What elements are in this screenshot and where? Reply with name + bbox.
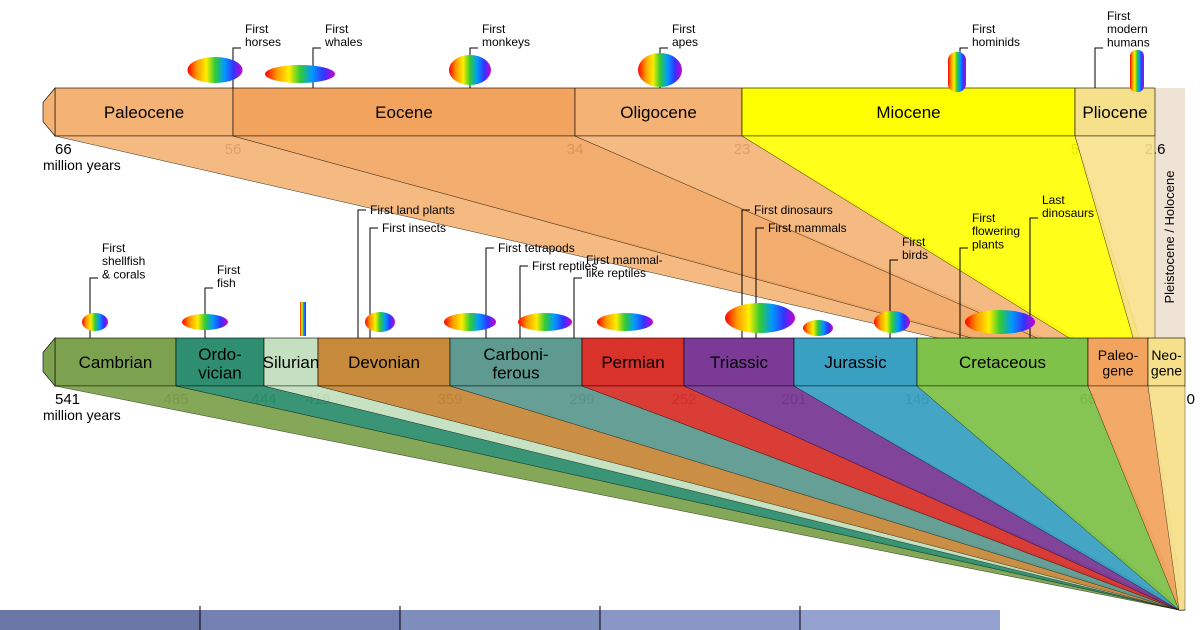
silhouette-bird [874,311,910,333]
pleistocene-label: Pleistocene / Holocene [1162,171,1177,304]
silhouette-tetrapod [444,313,496,331]
svg-text:Paleocene: Paleocene [104,103,184,122]
lower-year-541: 541 [55,391,80,408]
upper-event-0: Firsthorses [245,22,281,49]
silhouette-plant [300,302,306,336]
lower-event-leader [205,288,213,338]
lower-event-3: First insects [382,221,446,235]
lower-event-2: First land plants [370,203,455,217]
svg-text:Devonian: Devonian [348,353,420,372]
bottom-seg-4 [800,610,1000,630]
svg-text:Eocene: Eocene [375,103,433,122]
svg-text:Permian: Permian [601,353,664,372]
upper-units: million years [43,157,121,173]
lower-event-leader [574,278,582,338]
svg-text:Oligocene: Oligocene [620,103,697,122]
silhouette-insect [365,312,395,332]
silhouette-ape [638,53,682,87]
svg-text:Silurian: Silurian [263,353,320,372]
bottom-seg-2 [400,610,600,630]
silhouette-shell [82,313,108,331]
lower-event-0: Firstshellfish& corals [102,241,145,281]
silhouette-hominid [948,52,966,92]
silhouette-dinosaur [725,303,795,333]
upper-event-3: Firstapes [672,22,698,49]
silhouette-ceratops [965,310,1035,334]
silhouette-whale [265,65,335,83]
svg-text:Triassic: Triassic [710,353,768,372]
bottom-seg-0 [0,610,200,630]
upper-event-2: Firstmonkeys [482,22,530,49]
lower-event-7: First dinosaurs [754,203,833,217]
svg-text:Miocene: Miocene [876,103,940,122]
lower-event-6: First mammal-like reptiles [586,253,663,280]
lower-event-1: Firstfish [217,263,241,290]
svg-text:Ordo-vician: Ordo-vician [198,345,241,383]
lower-event-9: Firstbirds [902,235,928,262]
silhouette-fish [182,314,228,330]
lower-units: million years [43,407,121,423]
silhouette-mammal [803,320,833,336]
silhouette-mammal-reptile [597,313,653,331]
svg-text:Jurassic: Jurassic [824,353,887,372]
svg-text:Paleo-gene: Paleo-gene [1098,347,1139,378]
silhouette-reptile [518,313,572,331]
svg-text:Pliocene: Pliocene [1082,103,1147,122]
lower-event-4: First tetrapods [498,241,575,255]
bottom-seg-3 [600,610,800,630]
upper-event-leader [1095,48,1103,88]
silhouette-horse [188,57,243,83]
svg-text:Cretaceous: Cretaceous [959,353,1046,372]
silhouette-monkey [449,55,491,85]
lower-event-8: First mammals [768,221,847,235]
lower-event-leader [358,210,366,338]
silhouette-human [1130,50,1144,92]
upper-year-66: 66 [55,141,72,158]
svg-text:Carboni-ferous: Carboni-ferous [483,345,548,383]
upper-event-1: Firstwhales [324,22,362,49]
bottom-seg-1 [200,610,400,630]
svg-text:Cambrian: Cambrian [79,353,153,372]
upper-event-5: Firstmodernhumans [1107,9,1150,49]
lower-year-0: 0 [1187,391,1195,408]
upper-event-4: Firsthominids [972,22,1020,49]
svg-text:Neo-gene: Neo-gene [1151,347,1182,378]
